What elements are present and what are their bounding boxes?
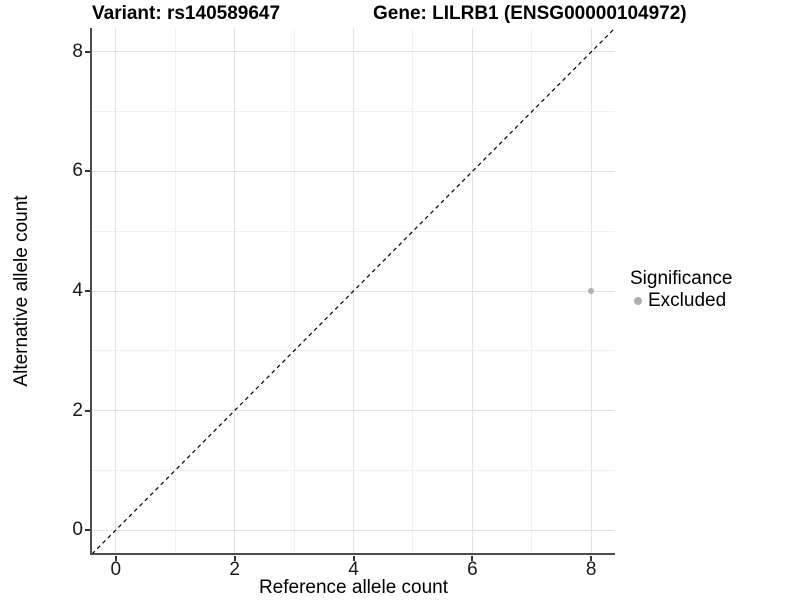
data-point (588, 288, 595, 294)
gridline-major-horizontal (92, 170, 615, 172)
x-tick-label: 6 (467, 559, 478, 580)
plot-title-gene: Gene: LILRB1 (ENSG00000104972) (373, 3, 687, 24)
x-tick-mark (114, 556, 117, 561)
identity-dashed-line (92, 28, 615, 554)
x-tick-label: 2 (229, 559, 240, 580)
y-axis-title: Alternative allele count (11, 195, 32, 387)
y-tick-label: 2 (72, 399, 83, 421)
y-tick-label: 0 (72, 519, 83, 541)
y-tick-mark (85, 409, 90, 412)
y-tick-label: 6 (72, 160, 83, 182)
y-axis-line (90, 28, 92, 555)
legend: Significance Excluded (630, 267, 732, 312)
plot-title-variant: Variant: rs140589647 (92, 3, 281, 24)
y-tick-label: 8 (72, 40, 83, 62)
legend-title: Significance (630, 268, 733, 289)
y-tick-mark (85, 50, 90, 53)
y-tick-label: 4 (72, 280, 83, 301)
legend-entry: Excluded (630, 290, 732, 312)
gridline-major-horizontal (92, 51, 615, 53)
x-axis-line (90, 553, 615, 555)
y-tick-mark (85, 170, 90, 173)
x-tick-mark (352, 556, 355, 561)
x-tick-mark (233, 556, 236, 561)
plot-panel (92, 28, 615, 554)
gridline-major-horizontal (92, 529, 615, 531)
x-tick-mark (590, 556, 593, 561)
y-tick-mark (85, 529, 90, 532)
x-tick-mark (471, 556, 474, 561)
legend-point-swatch (634, 297, 642, 305)
x-tick-label: 4 (348, 559, 359, 580)
y-tick-mark (85, 290, 90, 292)
legend-entry-label: Excluded (648, 290, 727, 311)
x-axis-title: Reference allele count (258, 577, 449, 598)
x-tick-label: 8 (585, 559, 597, 580)
gridline-major-horizontal (92, 410, 615, 412)
x-tick-label: 0 (110, 559, 122, 580)
